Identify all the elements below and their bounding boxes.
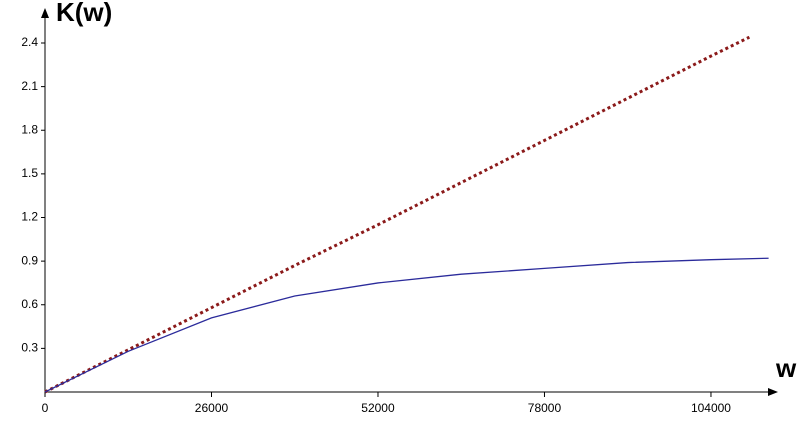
y-arrow [41, 8, 49, 18]
x-tick-label: 78000 [528, 401, 562, 415]
y-tick-label: 0.3 [21, 341, 38, 355]
y-tick-label: 1.8 [21, 122, 38, 136]
x-axis-label: w [775, 353, 797, 383]
x-tick-label: 26000 [195, 401, 229, 415]
x-tick-label: 52000 [361, 401, 395, 415]
y-tick-label: 0.9 [21, 253, 38, 267]
y-tick-label: 1.5 [21, 166, 38, 180]
y-tick-label: 1.2 [21, 210, 38, 224]
y-tick-label: 2.4 [21, 35, 38, 49]
x-tick-label: 0 [42, 401, 49, 415]
series-line [44, 257, 769, 393]
series-line [44, 35, 751, 394]
y-tick-label: 2.1 [21, 79, 38, 93]
y-axis-label: K(w) [56, 0, 112, 27]
x-arrow [768, 388, 778, 396]
x-tick-label: 104000 [691, 401, 731, 415]
y-tick-label: 0.6 [21, 297, 38, 311]
